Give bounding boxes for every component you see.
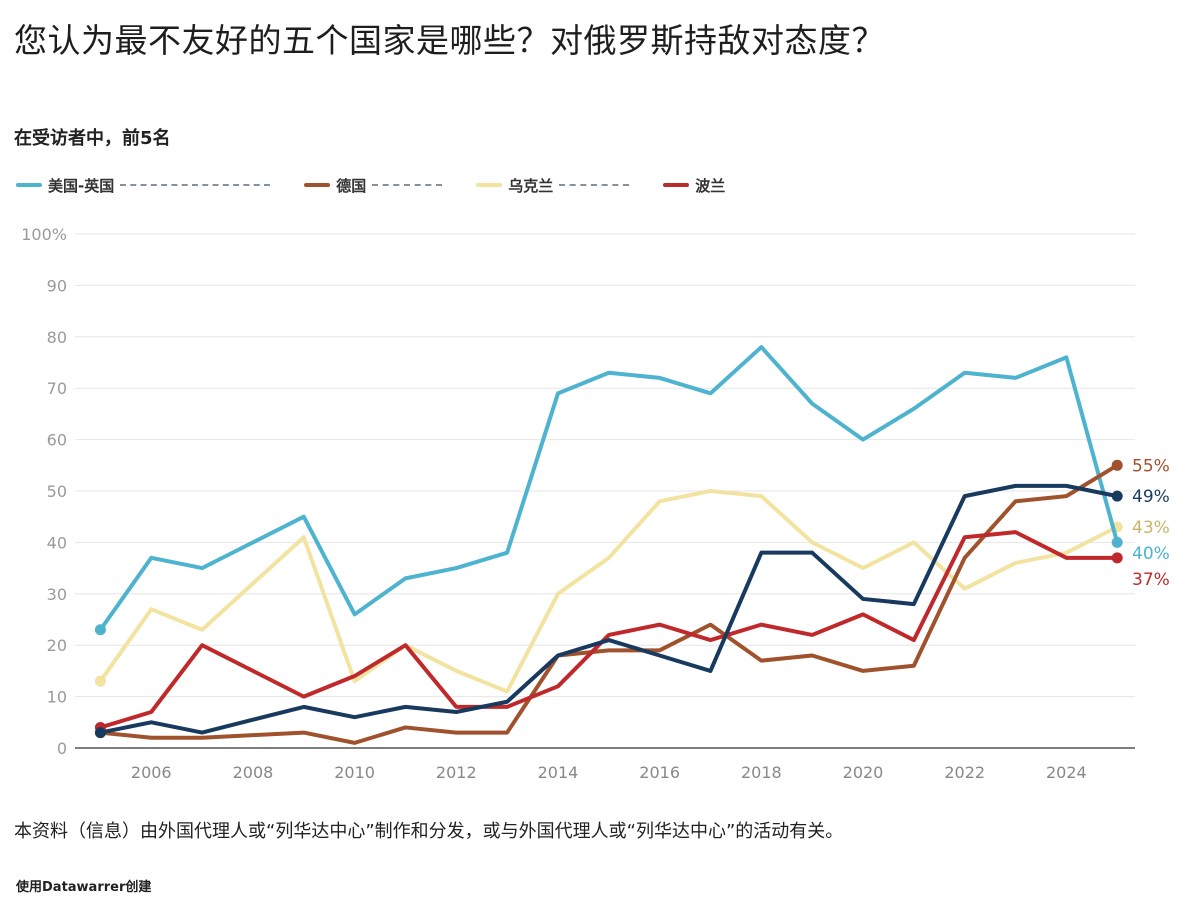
credit-line: 使用Datawarrer创建 — [16, 880, 152, 895]
series-start-point — [94, 727, 106, 739]
x-tick-label: 2014 — [538, 763, 579, 782]
x-tick-label: 2020 — [843, 763, 884, 782]
y-tick-label: 30 — [47, 585, 67, 604]
series-line — [98, 530, 1120, 730]
legend-label-germany: 德国 — [336, 176, 367, 195]
line-chart: 0 10 20 30 40 50 60 70 80 90 100% 2006 2008 2010 2012… — [21, 225, 1170, 782]
y-tick-label: 20 — [47, 636, 67, 655]
x-tick-label: 2024 — [1046, 763, 1087, 782]
y-tick-label: 90 — [47, 276, 67, 295]
legend-label-us-uk: 美国-英国 — [48, 176, 115, 195]
series-end-label: 37% — [1132, 570, 1170, 590]
legend-dash-decoration — [120, 184, 271, 186]
y-tick-label: 60 — [47, 431, 67, 450]
y-tick-label: 50 — [47, 482, 67, 501]
x-tick-label: 2006 — [131, 763, 172, 782]
legend-item-poland: 波兰 — [663, 175, 725, 196]
chart-title: 您认为最不友好的五个国家是哪些？对俄罗斯持敌对态度？ — [14, 21, 885, 60]
y-tick-label: 70 — [47, 379, 67, 398]
series-line — [98, 463, 1120, 745]
y-tick-label: 40 — [47, 533, 67, 552]
legend-dash-decoration — [559, 184, 630, 186]
y-tick-label: 0 — [57, 739, 67, 758]
series-end-point — [1111, 536, 1123, 548]
series-line — [98, 489, 1120, 694]
series-line — [98, 483, 1120, 735]
series-end-point — [1111, 459, 1123, 471]
legend-label-ukraine: 乌克兰 — [508, 176, 554, 195]
series-end-point — [1111, 552, 1123, 564]
chart-subtitle: 在受访者中，前5名 — [14, 128, 171, 149]
series-end-label: 49% — [1132, 487, 1170, 507]
series-end-label: 40% — [1132, 544, 1170, 564]
x-tick-label: 2008 — [233, 763, 274, 782]
footnote: 本资料（信息）由外国代理人或“列华达中心”制作和分发，或与外国代理人或“列华达中… — [14, 821, 844, 842]
series-lines — [94, 345, 1123, 745]
legend-swatch-us-uk — [16, 183, 42, 187]
end-labels: 55% 49% 43% 40% 37% — [1132, 456, 1170, 590]
legend-item-ukraine: 乌克兰 — [476, 175, 630, 196]
y-tick-label: 100% — [21, 225, 67, 244]
x-axis-ticks: 2006 2008 2010 2012 2014 2016 2018 2020 2022 2024 — [131, 763, 1087, 782]
x-tick-label: 2012 — [436, 763, 477, 782]
y-axis-ticks: 0 10 20 30 40 50 60 70 80 90 100% — [21, 225, 67, 758]
y-tick-label: 10 — [47, 688, 67, 707]
x-tick-label: 2010 — [334, 763, 375, 782]
legend-dash-decoration — [372, 184, 443, 186]
x-tick-label: 2022 — [944, 763, 985, 782]
series-end-point — [1111, 490, 1123, 502]
x-tick-label: 2016 — [639, 763, 680, 782]
gridlines — [75, 233, 1135, 749]
legend: 美国-英国 德国 乌克兰 波兰 — [16, 170, 759, 200]
legend-swatch-poland — [663, 183, 690, 187]
x-tick-label: 2018 — [741, 763, 782, 782]
legend-swatch-germany — [304, 183, 331, 187]
series-end-label: 43% — [1132, 518, 1170, 538]
series-line — [98, 345, 1120, 632]
legend-item-germany: 德国 — [304, 175, 443, 196]
series-start-point — [94, 675, 106, 687]
series-end-label: 55% — [1132, 456, 1170, 476]
y-tick-label: 80 — [47, 328, 67, 347]
legend-swatch-ukraine — [476, 183, 503, 187]
legend-label-poland: 波兰 — [695, 176, 726, 195]
series-start-point — [94, 624, 106, 636]
legend-item-us-uk: 美国-英国 — [16, 175, 271, 196]
